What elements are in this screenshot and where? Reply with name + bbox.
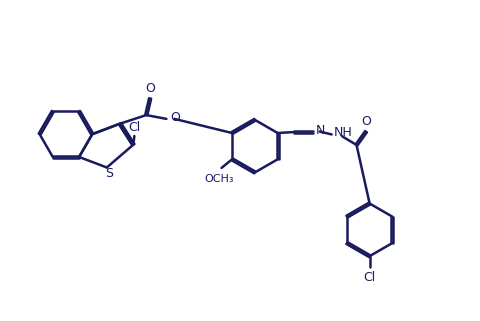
Text: Cl: Cl [363, 272, 375, 284]
Text: O: O [170, 111, 180, 124]
Text: O: O [360, 115, 370, 128]
Text: OCH₃: OCH₃ [204, 174, 233, 184]
Text: Cl: Cl [128, 121, 140, 134]
Text: O: O [145, 82, 155, 94]
Text: NH: NH [333, 126, 351, 139]
Text: N: N [315, 124, 324, 137]
Text: S: S [105, 167, 113, 180]
